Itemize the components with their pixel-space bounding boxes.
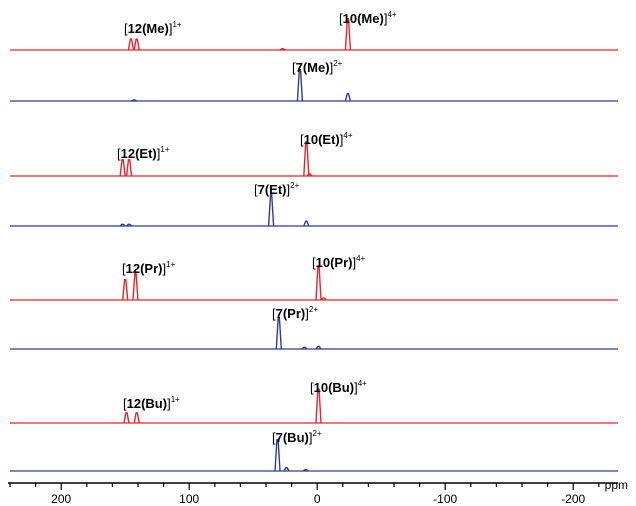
spectrum-label: [7(Bu)]2+: [272, 429, 322, 445]
spectrum-peak: [303, 141, 310, 177]
spectrum-peak: [125, 158, 133, 177]
spectrum-peak: [122, 278, 129, 301]
spectrum-peak: [344, 18, 352, 51]
x-tick-label: 200: [51, 492, 71, 506]
spectrum-peak: [126, 223, 133, 227]
spectrum-peak: [320, 297, 327, 301]
spectrum-label: [12(Me)]1+: [124, 20, 182, 36]
spectrum-peak: [315, 345, 322, 350]
spectrum-label: [7(Pr)]2+: [272, 305, 318, 321]
spectrum-peak: [302, 468, 309, 472]
spectra-traces: [10, 18, 618, 472]
spectrum-peak: [267, 194, 275, 227]
spectrum-label: [12(Et)]1+: [117, 145, 170, 161]
spectrum-peak: [131, 99, 137, 102]
x-tick-label: -100: [433, 492, 457, 506]
ppm-axis: 200 100 0 -100 -200 ppm: [8, 478, 628, 506]
spectrum-peak: [344, 92, 352, 102]
spectrum-peak: [279, 47, 286, 51]
spectrum-peak: [296, 69, 304, 102]
x-tick-label: -200: [561, 492, 585, 506]
spectrum-peak: [123, 412, 130, 424]
spectrum-peak: [119, 223, 126, 227]
spectrum-peak: [132, 272, 139, 301]
spectrum-peak: [119, 158, 126, 177]
x-tick-label: 0: [314, 492, 321, 506]
spectrum-label: [10(Pr)]4+: [312, 254, 366, 270]
spectrum-peak: [133, 38, 140, 51]
spectrum-label: [7(Me)]2+: [292, 59, 343, 75]
spectrum-peak: [283, 466, 290, 472]
spectrum-peak: [301, 346, 308, 350]
spectrum-peak: [127, 38, 135, 51]
spectrum-label: [10(Me)]4+: [339, 10, 397, 26]
spectrum-peak: [315, 265, 322, 301]
spectrum-label: [7(Et)]2+: [254, 181, 300, 197]
spectrum-peak: [315, 388, 322, 424]
x-tick-label: 100: [179, 492, 199, 506]
spectrum-peak: [133, 412, 140, 424]
spectrum-labels: [12(Me)]1+ [10(Me)]4+ [7(Me)]2+ [12(Et)]1+ […: [117, 10, 397, 445]
spectrum-label: [10(Et)]4+: [300, 131, 353, 147]
spectrum-label: [10(Bu)]4+: [310, 379, 367, 395]
spectrum-peak: [303, 220, 310, 227]
x-axis-label: ppm: [605, 478, 628, 492]
spectrum-peak: [306, 173, 313, 177]
spectrum-label: [12(Pr)]1+: [122, 260, 176, 276]
spectrum-peak: [275, 317, 282, 350]
spectrum-peak: [274, 439, 281, 472]
spectrum-label: [12(Bu)]1+: [123, 395, 180, 411]
